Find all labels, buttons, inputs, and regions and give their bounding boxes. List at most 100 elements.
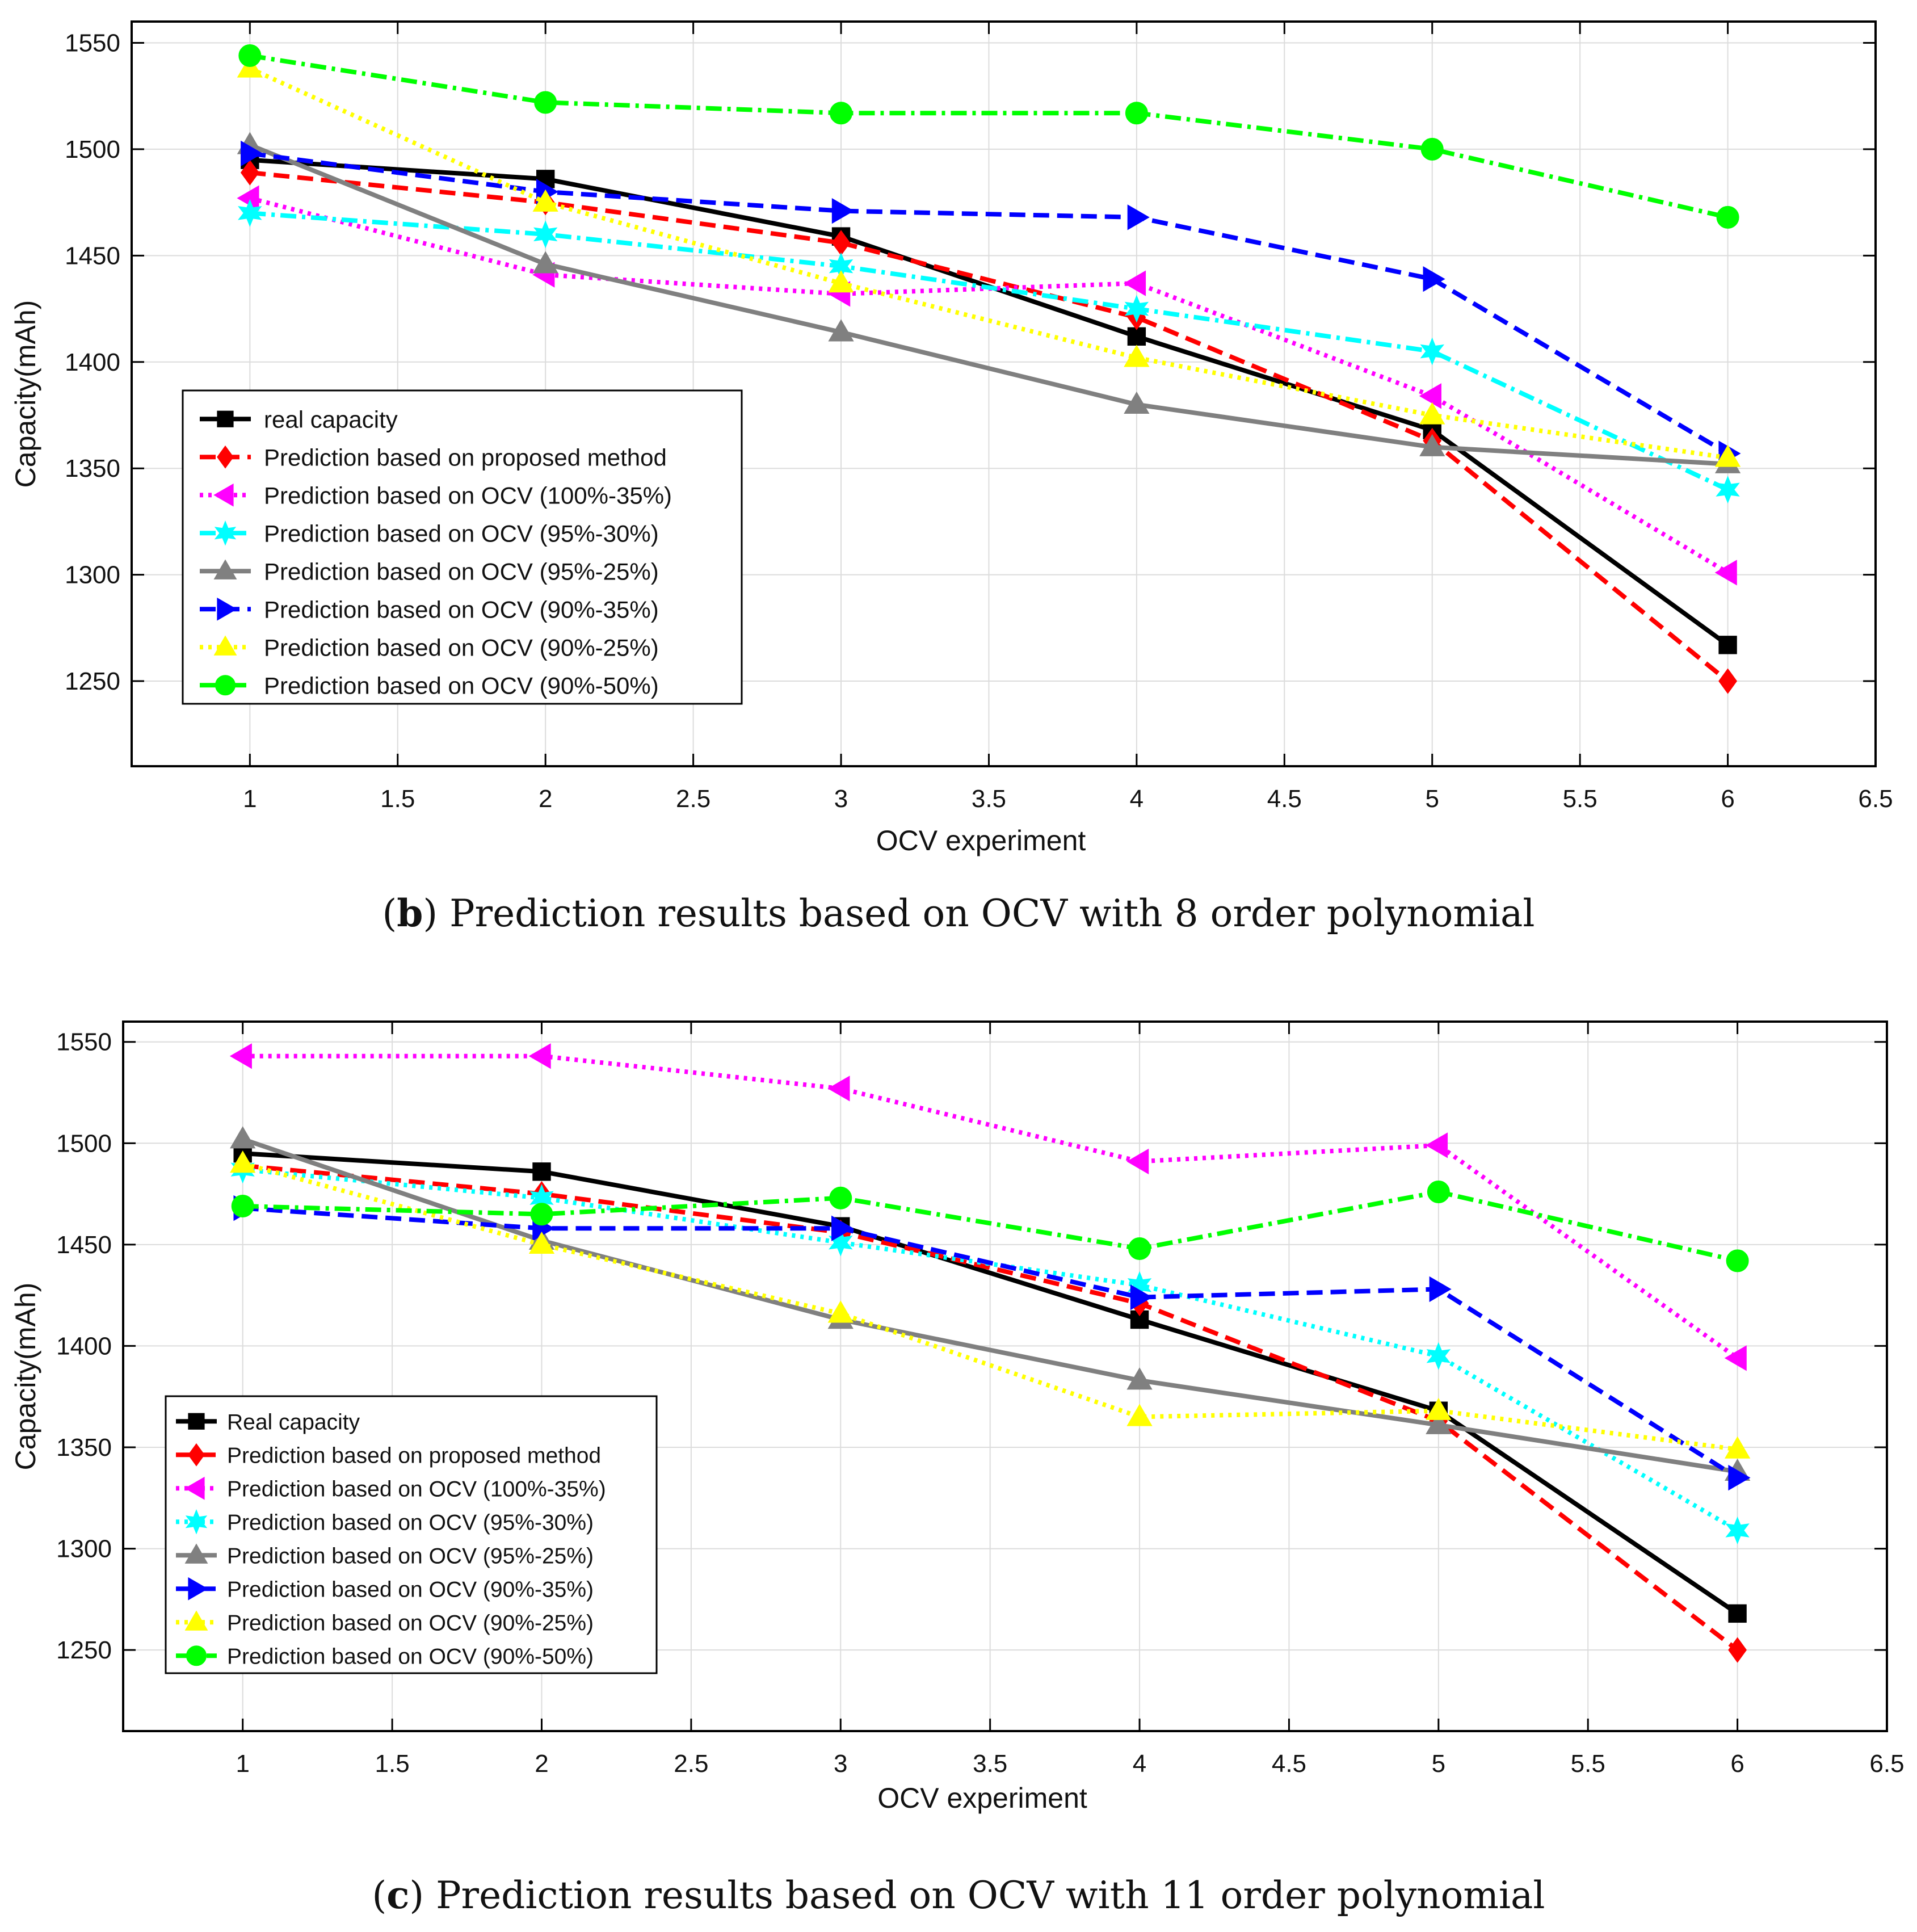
x-tick-label: 6.5 bbox=[1869, 1750, 1904, 1778]
x-tick-label: 5.5 bbox=[1571, 1750, 1605, 1778]
data-point bbox=[238, 44, 262, 67]
chart-c: 1 1.5 2 2.5 3 3.5 4 4.5 5 5.5 6 6.5 1250 1300 1350 1400… bbox=[10, 1020, 1905, 1814]
legend-marker bbox=[213, 559, 237, 579]
legend-label: Prediction based on OCV (90%-25%) bbox=[227, 1611, 594, 1635]
x-tick-label: 2 bbox=[539, 785, 552, 813]
legend-entry: Prediction based on OCV (90%-35%) bbox=[200, 596, 659, 623]
legend-entry: Prediction based on OCV (95%-25%) bbox=[176, 1543, 594, 1568]
data-point bbox=[230, 1150, 256, 1173]
legend-entry: real capacity bbox=[200, 406, 398, 432]
series-line bbox=[242, 1161, 1738, 1452]
x-tick-label: 6 bbox=[1730, 1750, 1744, 1778]
legend-entry: Prediction based on OCV (95%-30%) bbox=[200, 520, 659, 547]
y-axis-label: Capacity(mAh) bbox=[10, 300, 41, 488]
legend-entry: Prediction based on OCV (95%-30%) bbox=[176, 1509, 594, 1535]
data-point bbox=[1718, 636, 1737, 654]
data-point bbox=[1419, 434, 1445, 456]
series-line bbox=[249, 53, 1729, 220]
legend-marker bbox=[186, 1645, 207, 1666]
data-point bbox=[240, 159, 259, 186]
legend-marker bbox=[213, 483, 234, 507]
series-line bbox=[249, 170, 1730, 683]
x-tick-label: 6.5 bbox=[1858, 785, 1893, 813]
data-point bbox=[231, 1195, 254, 1217]
data-point bbox=[1726, 1249, 1749, 1272]
data-point bbox=[1429, 1276, 1452, 1303]
data-point bbox=[532, 251, 558, 274]
y-tick-label: 1450 bbox=[56, 1231, 112, 1259]
series-line bbox=[250, 211, 1729, 492]
legend-entry: Prediction based on proposed method bbox=[176, 1443, 601, 1468]
data-point bbox=[528, 1231, 555, 1254]
series-line bbox=[242, 1163, 1739, 1652]
data-point bbox=[1127, 327, 1146, 346]
data-point bbox=[1426, 1397, 1452, 1420]
x-tick-label: 3 bbox=[834, 785, 848, 813]
x-tick-label: 4 bbox=[1130, 785, 1144, 813]
data-point bbox=[1427, 1181, 1450, 1203]
data-point bbox=[1724, 1345, 1747, 1371]
data-point bbox=[533, 220, 558, 249]
x-tick-label: 3.5 bbox=[972, 785, 1006, 813]
data-point bbox=[1128, 1237, 1151, 1260]
data-point bbox=[238, 199, 262, 227]
data-point bbox=[1728, 1604, 1747, 1623]
series-line bbox=[242, 1167, 1739, 1532]
legend-label: Prediction based on OCV (90%-50%) bbox=[227, 1644, 594, 1669]
legend-label: Prediction based on OCV (90%-50%) bbox=[264, 672, 659, 699]
legend-entry: Prediction based on OCV (90%-35%) bbox=[176, 1577, 594, 1602]
legend-marker bbox=[185, 1509, 208, 1535]
data-point bbox=[1426, 1412, 1452, 1434]
caption-b-prefix: ( bbox=[382, 892, 397, 935]
y-tick-label: 1300 bbox=[65, 561, 120, 589]
data-point bbox=[1124, 391, 1150, 414]
axes-box bbox=[122, 1020, 1888, 1732]
data-point bbox=[534, 91, 557, 114]
caption-c-text: ) Prediction results based on OCV with 1… bbox=[409, 1874, 1545, 1917]
data-point bbox=[828, 319, 854, 342]
data-point bbox=[1126, 1148, 1149, 1175]
data-point bbox=[530, 1203, 553, 1226]
data-point bbox=[1126, 1367, 1153, 1390]
legend-label: Prediction based on OCV (90%-35%) bbox=[264, 596, 659, 623]
x-tick-label: 1.5 bbox=[375, 1750, 410, 1778]
data-point bbox=[1724, 1436, 1751, 1459]
legend-label: Prediction based on OCV (100%-35%) bbox=[264, 482, 672, 509]
legend-entry: Prediction based on OCV (90%-25%) bbox=[200, 634, 659, 661]
data-point bbox=[1127, 204, 1150, 230]
caption-c-letter: c bbox=[386, 1873, 410, 1917]
data-point bbox=[1426, 1342, 1451, 1370]
data-point bbox=[528, 1043, 551, 1069]
x-tick-label: 2 bbox=[535, 1750, 548, 1778]
data-point bbox=[830, 102, 853, 125]
legend-label: Prediction based on OCV (95%-30%) bbox=[227, 1510, 594, 1535]
data-point bbox=[829, 1186, 852, 1209]
legend-marker bbox=[214, 520, 237, 546]
data-point bbox=[1123, 270, 1146, 296]
x-tick-label: 1 bbox=[236, 1750, 249, 1778]
data-point bbox=[241, 140, 263, 167]
legend-marker bbox=[217, 445, 234, 469]
legend-label: Prediction based on proposed method bbox=[264, 444, 667, 471]
series-line bbox=[249, 142, 1728, 467]
legend-marker bbox=[184, 1476, 205, 1500]
data-point bbox=[1725, 1516, 1750, 1544]
x-axis-label: OCV experiment bbox=[877, 1782, 1087, 1814]
series-line bbox=[249, 66, 1729, 460]
y-tick-label: 1550 bbox=[65, 29, 120, 57]
legend-entry: Prediction based on OCV (95%-25%) bbox=[200, 558, 659, 585]
legend-marker bbox=[188, 1577, 208, 1601]
data-point bbox=[1423, 266, 1445, 292]
data-point bbox=[1124, 295, 1149, 323]
x-tick-label: 4 bbox=[1133, 1750, 1146, 1778]
x-tick-label: 3 bbox=[834, 1750, 847, 1778]
data-point bbox=[1716, 205, 1739, 229]
series-7 bbox=[230, 1150, 1751, 1459]
data-point bbox=[229, 1043, 252, 1069]
chart-b: 1 1.5 2 2.5 3 3.5 4 4.5 5 5.5 6 6.5 1250 1300 1350 1400… bbox=[10, 20, 1893, 856]
x-tick-label: 2.5 bbox=[674, 1750, 708, 1778]
data-point bbox=[1126, 1404, 1153, 1426]
caption-b: (b) Prediction results based on OCV with… bbox=[0, 891, 1917, 935]
series-8 bbox=[231, 1181, 1749, 1272]
series-4 bbox=[238, 199, 1740, 504]
